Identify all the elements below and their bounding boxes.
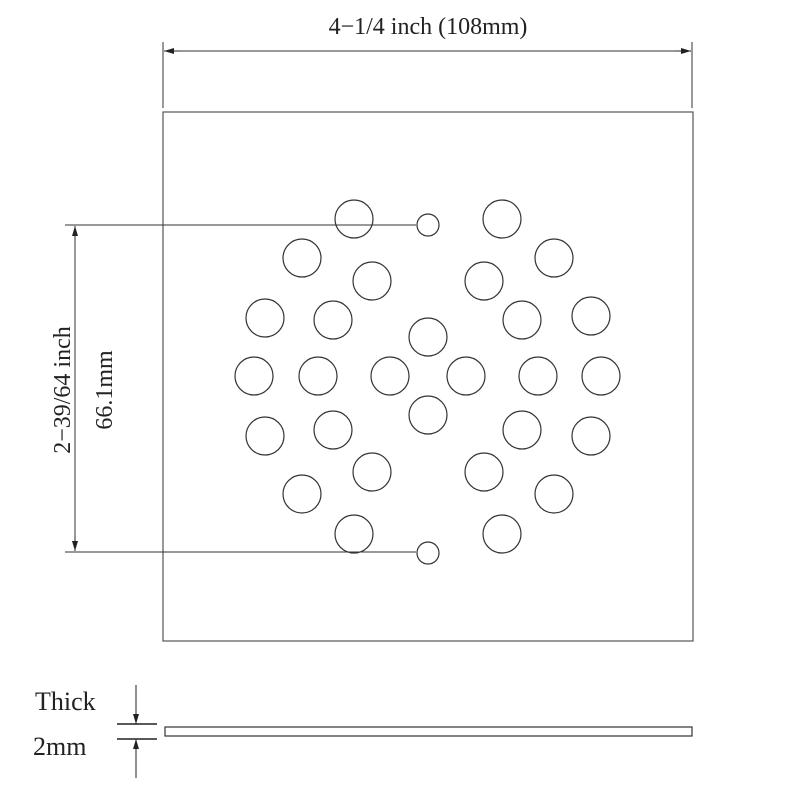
screw-hole-bottom [416, 541, 440, 565]
screw-hole-top [416, 213, 440, 237]
drain-hole [534, 474, 574, 514]
drain-hole [571, 416, 611, 456]
drain-hole [502, 410, 542, 450]
drain-hole [464, 261, 504, 301]
drain-hole [313, 410, 353, 450]
drain-hole [334, 199, 374, 239]
drain-hole [313, 300, 353, 340]
plate-outline [162, 111, 694, 642]
drain-hole [370, 356, 410, 396]
hole-spacing-dimension: 2−39/64 inch 66.1mm [50, 224, 416, 553]
drain-hole [446, 356, 486, 396]
drain-hole [298, 356, 338, 396]
width-label: 4−1/4 inch (108mm) [329, 14, 528, 40]
drain-hole [581, 356, 621, 396]
drain-hole [234, 356, 274, 396]
drain-hole [518, 356, 558, 396]
drain-hole [482, 514, 522, 554]
drain-holes [234, 199, 621, 554]
drain-hole [502, 300, 542, 340]
drain-hole [282, 474, 322, 514]
thickness-value: 2mm [33, 732, 86, 761]
drain-hole [534, 238, 574, 278]
drain-hole [352, 261, 392, 301]
thickness-label: Thick [35, 687, 96, 716]
drain-hole [464, 452, 504, 492]
drain-hole [482, 199, 522, 239]
drain-hole [282, 238, 322, 278]
plate-side-view [164, 726, 693, 737]
drain-hole [352, 452, 392, 492]
drain-hole [245, 416, 285, 456]
drain-hole [245, 298, 285, 338]
hole-spacing-inch-label: 2−39/64 inch [50, 326, 76, 454]
drain-hole [334, 514, 374, 554]
width-dimension: 4−1/4 inch (108mm) [162, 14, 693, 108]
hole-spacing-mm-label: 66.1mm [92, 350, 118, 430]
drain-hole [571, 296, 611, 336]
drain-hole [408, 395, 448, 435]
thickness-dimension: Thick 2mm [33, 685, 693, 778]
drain-hole [408, 317, 448, 357]
